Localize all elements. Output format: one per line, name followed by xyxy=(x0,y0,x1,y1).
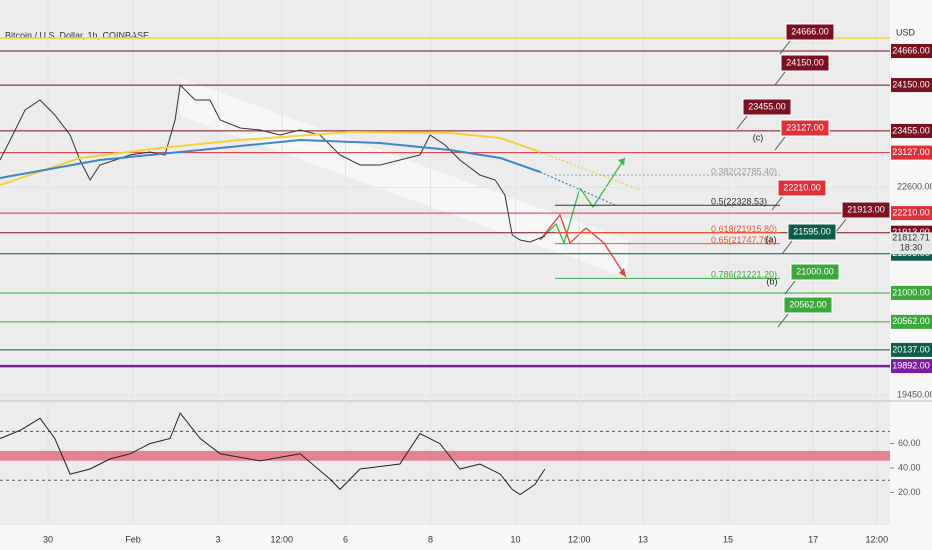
callout-pointer xyxy=(774,71,786,86)
callout-label: 24150.00 xyxy=(786,57,824,67)
level-tag-label: 21000.00 xyxy=(892,287,930,297)
callout-box xyxy=(841,201,891,219)
x-tick-label: 13 xyxy=(638,534,648,544)
x-tick-label: 30 xyxy=(43,534,53,544)
level-tag-label: 24666.00 xyxy=(892,45,930,55)
callout-pointer xyxy=(771,196,783,211)
fib-label: 0.786(21221.20) xyxy=(711,270,777,280)
callout-box xyxy=(785,23,835,41)
current-price-tag xyxy=(891,232,932,255)
callout-box xyxy=(790,263,840,281)
level-tag-label: 23455.00 xyxy=(892,125,930,135)
level-tag xyxy=(891,123,932,138)
x-tick-label: 17 xyxy=(808,534,818,544)
callout-pointer xyxy=(777,313,789,328)
level-tag-label: 20137.00 xyxy=(892,344,930,354)
level-tag-label: 21913.00 xyxy=(892,227,930,237)
ma-extension xyxy=(539,171,616,206)
plot-background xyxy=(0,0,890,525)
level-tag xyxy=(891,359,932,374)
x-tick-label: 10 xyxy=(511,534,521,544)
rsi-tick-label: 20.00 xyxy=(898,487,921,497)
callout-label: 22210.00 xyxy=(783,182,821,192)
x-tick-label: 3 xyxy=(216,534,221,544)
level-tag-label: 20562.00 xyxy=(892,316,930,326)
y-tick-label: 22600.00 xyxy=(897,182,932,192)
callout-label: 21000.00 xyxy=(796,266,834,276)
callout-box xyxy=(780,119,830,137)
wave-label: (c) xyxy=(753,132,764,142)
wave-label: (b) xyxy=(767,276,778,286)
fib-label: 0.65(21747.76) xyxy=(711,235,772,245)
level-tag-label: 19892.00 xyxy=(892,360,930,370)
level-tag xyxy=(891,145,932,160)
x-tick-label: 6 xyxy=(343,534,348,544)
x-tick-label: Feb xyxy=(125,534,141,544)
rsi-tick-label: 60.00 xyxy=(898,438,921,448)
ma-extension xyxy=(539,151,641,191)
series-line xyxy=(0,412,546,496)
arrow-head xyxy=(619,268,626,277)
rsi-tick-label: 40.00 xyxy=(898,462,921,472)
axis-unit: USD xyxy=(896,27,916,37)
time-axis xyxy=(0,525,890,550)
callout-pointer xyxy=(835,218,847,233)
callout-label: 21913.00 xyxy=(847,204,885,214)
callout-box xyxy=(783,296,833,314)
current-price-time: 18:30 xyxy=(900,243,923,253)
callout-pointer xyxy=(736,115,748,130)
callout-pointer xyxy=(779,40,791,55)
fib-label: 0.5(22328.53) xyxy=(711,197,767,207)
callout-label: 23455.00 xyxy=(748,101,786,111)
x-tick-label: 12:00 xyxy=(866,534,889,544)
callout-pointer xyxy=(781,240,793,255)
level-tag xyxy=(891,206,932,221)
callout-label: 21595.00 xyxy=(793,226,831,236)
callout-pointer xyxy=(784,280,796,295)
y-tick-label: 19450.00 xyxy=(897,390,932,400)
level-tag xyxy=(891,285,932,300)
callout-box xyxy=(780,54,830,72)
callout-label: 23127.00 xyxy=(786,122,824,132)
callout-label: 24666.00 xyxy=(791,26,829,36)
series-line xyxy=(0,138,541,179)
fib-label: 0.382(22785.40) xyxy=(711,167,777,177)
callout-box xyxy=(742,98,792,116)
rsi-band xyxy=(0,450,890,461)
callout-box xyxy=(777,179,827,197)
x-tick-label: 8 xyxy=(428,534,433,544)
x-tick-label: 15 xyxy=(723,534,733,544)
callout-box xyxy=(787,223,837,241)
callout-label: 20562.00 xyxy=(789,299,827,309)
level-tag xyxy=(891,314,932,329)
fib-label: 0.618(21915.80) xyxy=(711,224,777,234)
current-price-label: 21812.71 xyxy=(892,233,930,243)
x-tick-label: 12:00 xyxy=(271,534,294,544)
wave-label: (a) xyxy=(766,234,777,244)
level-tag-label: 22210.00 xyxy=(892,207,930,217)
level-tag xyxy=(891,342,932,357)
series-line xyxy=(0,130,541,186)
x-tick-label: 12:00 xyxy=(568,534,591,544)
chart-title: Bitcoin / U.S. Dollar, 1h, COINBASE xyxy=(5,30,149,40)
level-tag-label: 24150.00 xyxy=(892,79,930,89)
callout-pointer xyxy=(774,136,786,151)
bull-projection xyxy=(539,157,626,245)
arrow-head xyxy=(618,158,625,166)
level-tag-label: 23127.00 xyxy=(892,147,930,157)
level-tag xyxy=(891,78,932,93)
bear-projection xyxy=(539,213,627,278)
level-tag xyxy=(891,44,932,59)
